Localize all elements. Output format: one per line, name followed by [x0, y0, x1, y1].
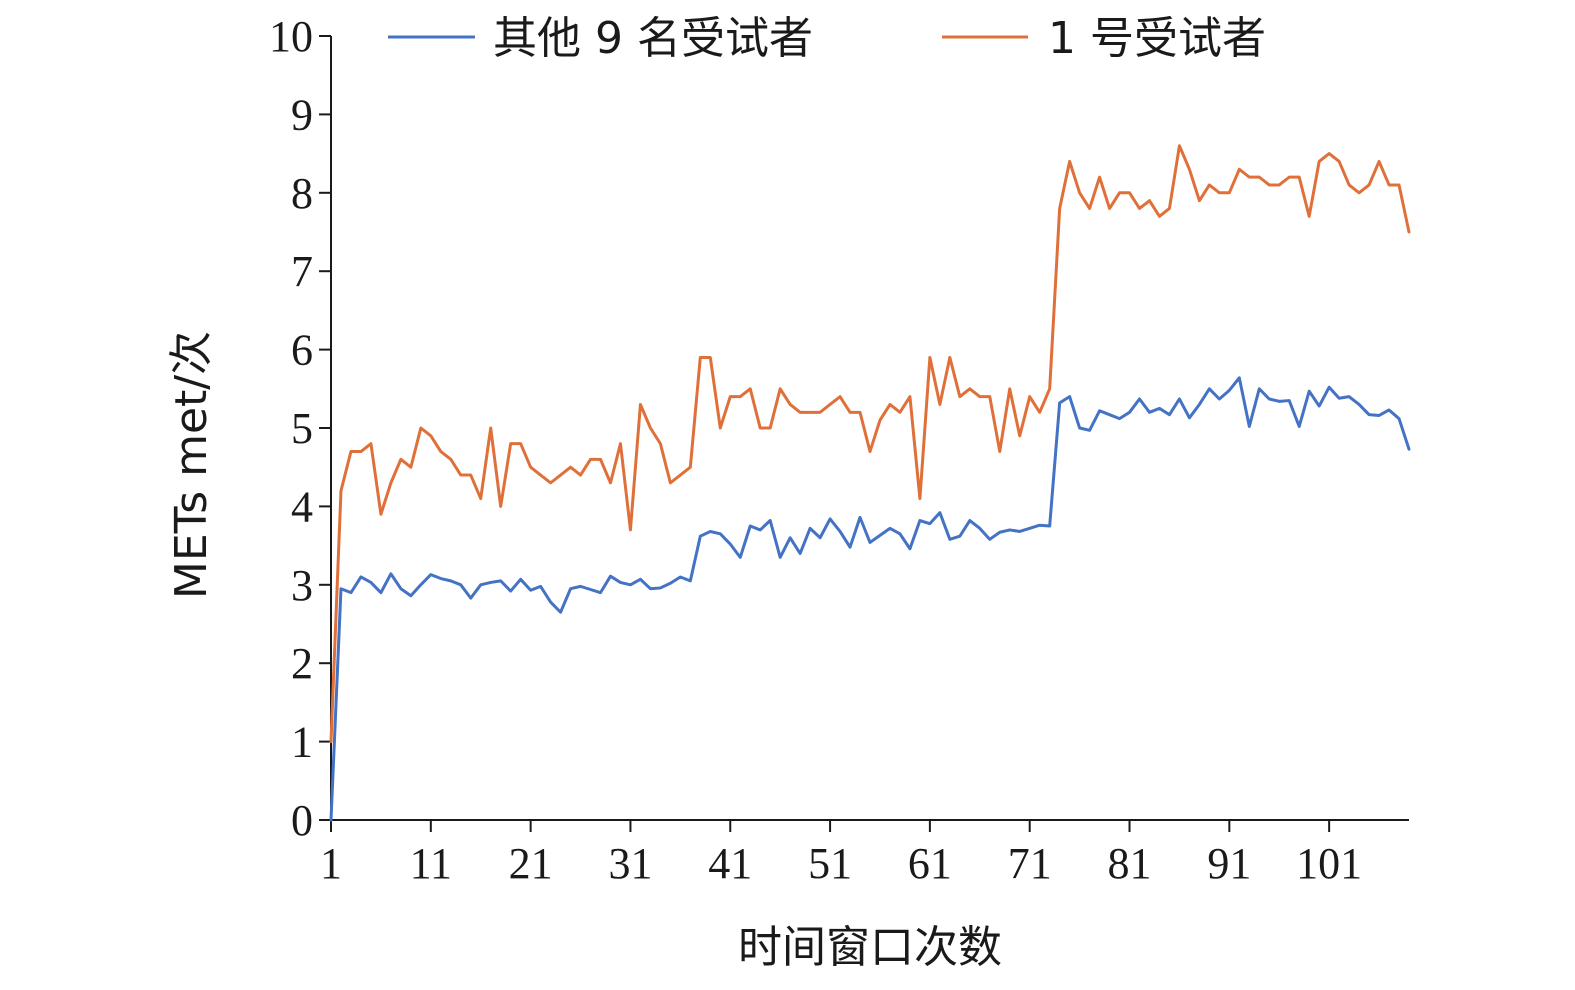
x-tick-label: 21	[509, 839, 553, 888]
y-axis-ticks: 0 1 2 3 4 5 6 7 8 9 10	[269, 12, 331, 845]
x-tick-label: 1	[320, 839, 342, 888]
y-tick-label: 2	[291, 639, 313, 688]
y-tick-label: 10	[269, 12, 313, 61]
x-axis-title: 时间窗口次数	[738, 922, 1002, 973]
x-tick-label: 91	[1207, 839, 1251, 888]
series-line-1	[329, 144, 1411, 744]
y-tick-label: 5	[291, 404, 313, 453]
x-tick-label: 61	[908, 839, 952, 888]
series-line-0	[329, 376, 1411, 822]
y-tick-label: 6	[291, 326, 313, 375]
y-axis-title: METs met/次	[166, 331, 217, 599]
x-axis-ticks: 1 11 21 31 41 51 61 71 81 91 101	[320, 820, 1362, 888]
legend-label-series-0: 其他 9 名受试者	[493, 13, 813, 64]
y-tick-label: 1	[291, 718, 313, 767]
x-tick-label: 101	[1296, 839, 1362, 888]
legend-item-series-0: 其他 9 名受试者	[388, 13, 813, 64]
legend-item-series-1: 1 号受试者	[942, 13, 1266, 64]
x-tick-label: 71	[1008, 839, 1052, 888]
x-tick-label: 51	[808, 839, 852, 888]
x-tick-label: 31	[608, 839, 652, 888]
legend: 其他 9 名受试者 1 号受试者	[388, 13, 1266, 64]
y-tick-label: 9	[291, 90, 313, 139]
x-tick-label: 41	[708, 839, 752, 888]
y-tick-label: 4	[291, 482, 313, 531]
x-tick-label: 11	[410, 839, 452, 888]
axes	[330, 36, 1409, 821]
y-tick-label: 0	[291, 796, 313, 845]
x-tick-label: 81	[1108, 839, 1152, 888]
series-layer	[329, 144, 1411, 822]
y-tick-label: 7	[291, 247, 313, 296]
y-tick-label: 3	[291, 561, 313, 610]
legend-label-series-1: 1 号受试者	[1048, 13, 1266, 64]
y-tick-label: 8	[291, 169, 313, 218]
